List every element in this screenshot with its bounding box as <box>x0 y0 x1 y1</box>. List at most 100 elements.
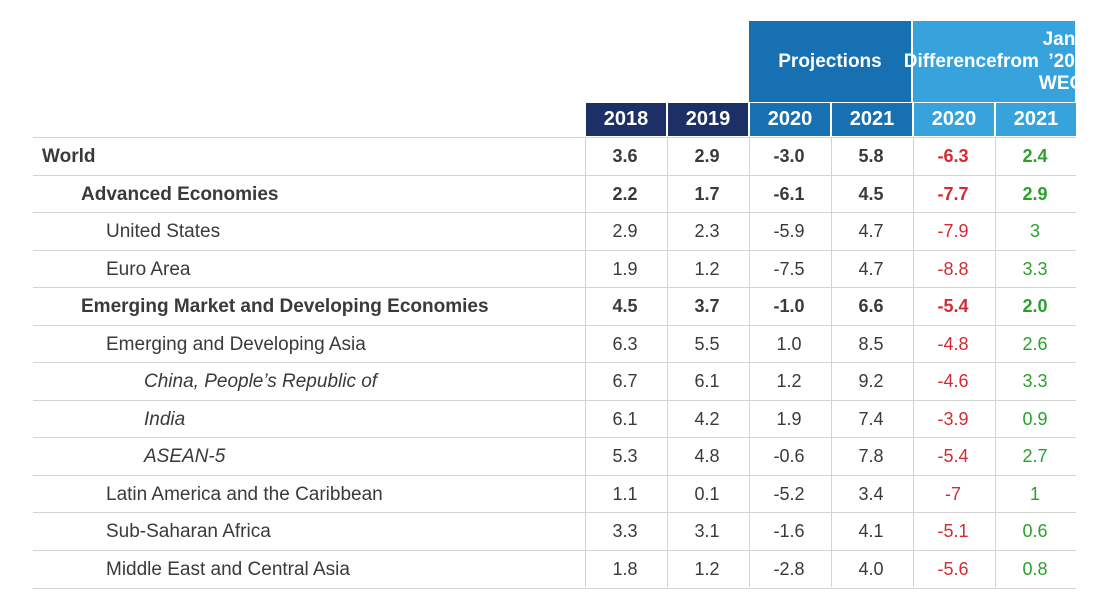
value-cell: 0.6 <box>1022 521 1048 541</box>
difference-header-line-3: Jan. ’20 WEO <box>1038 28 1085 94</box>
value-cell: 5.8 <box>858 146 884 166</box>
row-label: Advanced Economies <box>81 183 279 205</box>
value-cell: 3 <box>1029 221 1040 241</box>
value-cell: 1.9 <box>776 408 802 429</box>
row-label: World <box>42 146 96 167</box>
value-cell: 6.7 <box>612 371 638 391</box>
value-cell: 1.1 <box>612 483 638 504</box>
difference-header-line-2: from <box>996 50 1039 72</box>
value-cell: -7 <box>944 483 961 504</box>
year-header-2018: 2018 <box>586 103 666 136</box>
value-cell: 2.2 <box>612 183 638 204</box>
table-row: United States 2.9 2.3 -5.9 4.7 -7.9 3 <box>33 212 1076 250</box>
value-cell: -4.8 <box>937 333 969 354</box>
value-cell: -3.9 <box>937 408 969 429</box>
value-cell: -6.1 <box>773 183 805 204</box>
value-cell: 4.7 <box>858 258 884 279</box>
column-divider <box>913 137 914 587</box>
value-cell: 3.1 <box>694 521 720 541</box>
value-cell: 2.4 <box>1022 146 1048 166</box>
projections-header: Projections <box>749 21 911 102</box>
value-cell: -7.7 <box>937 183 969 204</box>
value-cell: 3.6 <box>612 146 638 166</box>
value-cell: -2.8 <box>773 558 805 579</box>
value-cell: -5.4 <box>937 446 969 466</box>
year-header-2021: 2021 <box>832 103 912 136</box>
value-cell: 6.1 <box>694 371 720 391</box>
value-cell: 1.9 <box>612 258 638 279</box>
value-cell: 2.3 <box>694 221 720 241</box>
value-cell: 4.0 <box>858 558 884 579</box>
value-cell: 1.2 <box>694 258 720 279</box>
value-cell: -6.3 <box>937 146 969 166</box>
column-divider <box>995 137 996 587</box>
value-cell: -0.6 <box>773 446 805 466</box>
table-row: Emerging and Developing Asia 6.3 5.5 1.0 8.5… <box>33 324 1076 363</box>
year-header-2020: 2020 <box>750 103 830 136</box>
value-cell: -5.2 <box>773 483 805 504</box>
year-header-2019: 2019 <box>668 103 748 136</box>
diff-year-header-2020: 2020 <box>914 103 994 136</box>
value-cell: -1.6 <box>773 521 805 541</box>
row-label: Latin America and the Caribbean <box>106 483 383 505</box>
value-cell: -4.6 <box>937 371 969 391</box>
value-cell: 2.9 <box>1022 183 1048 204</box>
value-cell: 8.5 <box>858 333 884 354</box>
difference-header: Difference from Jan. ’20 WEO <box>904 21 1084 102</box>
value-cell: 1.8 <box>612 558 638 579</box>
value-cell: -7.9 <box>937 221 969 241</box>
row-label: ASEAN-5 <box>144 446 226 467</box>
value-cell: 4.5 <box>858 183 884 204</box>
value-cell: 3.3 <box>612 521 638 541</box>
value-cell: 1.0 <box>776 333 802 354</box>
table-row: Sub-Saharan Africa 3.3 3.1 -1.6 4.1 -5.1 0.6 <box>33 512 1076 550</box>
value-cell: 4.1 <box>858 521 884 541</box>
row-label: Middle East and Central Asia <box>106 558 350 580</box>
value-cell: 0.9 <box>1022 408 1048 429</box>
value-cell: -5.1 <box>937 521 969 541</box>
value-cell: 1.2 <box>694 558 720 579</box>
value-cell: 2.9 <box>612 221 638 241</box>
row-label: Emerging Market and Developing Economies <box>81 296 489 317</box>
value-cell: 4.5 <box>612 296 638 316</box>
value-cell: 4.2 <box>694 408 720 429</box>
value-cell: -1.0 <box>773 296 805 316</box>
value-cell: 6.1 <box>612 408 638 429</box>
table-row: World 3.6 2.9 -3.0 5.8 -6.3 2.4 <box>33 137 1076 175</box>
value-cell: -7.5 <box>773 258 805 279</box>
table-row: Middle East and Central Asia 1.8 1.2 -2.8 4.… <box>33 549 1076 589</box>
value-cell: -5.6 <box>937 558 969 579</box>
table-row: Advanced Economies 2.2 1.7 -6.1 4.5 -7.7 2.9 <box>33 174 1076 213</box>
row-label: United States <box>106 221 221 242</box>
table-row: Latin America and the Caribbean 1.1 0.1 -5.… <box>33 474 1076 513</box>
table-row: ASEAN-5 5.3 4.8 -0.6 7.8 -5.4 2.7 <box>33 437 1076 475</box>
value-cell: 2.7 <box>1022 446 1048 466</box>
value-cell: 2.0 <box>1022 296 1048 316</box>
value-cell: 5.5 <box>694 333 720 354</box>
value-cell: 0.1 <box>694 483 720 504</box>
value-cell: 9.2 <box>858 371 884 391</box>
column-divider <box>749 137 750 587</box>
row-label: Emerging and Developing Asia <box>106 333 366 355</box>
value-cell: 2.6 <box>1022 333 1048 354</box>
table-row: Emerging Market and Developing Economies… <box>33 287 1076 325</box>
table-row: India 6.1 4.2 1.9 7.4 -3.9 0.9 <box>33 399 1076 438</box>
value-cell: 4.8 <box>694 446 720 466</box>
row-label: Euro Area <box>106 258 191 280</box>
value-cell: 7.4 <box>858 408 884 429</box>
value-cell: 2.9 <box>694 146 720 166</box>
row-label: Sub-Saharan Africa <box>106 521 271 542</box>
column-divider <box>667 137 668 587</box>
diff-year-header-2021: 2021 <box>996 103 1076 136</box>
column-divider <box>585 137 586 587</box>
value-cell: 0.8 <box>1022 558 1048 579</box>
value-cell: 5.3 <box>612 446 638 466</box>
table-row: Euro Area 1.9 1.2 -7.5 4.7 -8.8 3.3 <box>33 249 1076 288</box>
value-cell: -8.8 <box>937 258 969 279</box>
value-cell: -5.9 <box>773 221 805 241</box>
value-cell: -5.4 <box>937 296 969 316</box>
difference-header-line-1: Difference <box>903 50 997 72</box>
value-cell: 7.8 <box>858 446 884 466</box>
value-cell: 6.6 <box>858 296 884 316</box>
row-label: China, People’s Republic of <box>144 371 378 392</box>
